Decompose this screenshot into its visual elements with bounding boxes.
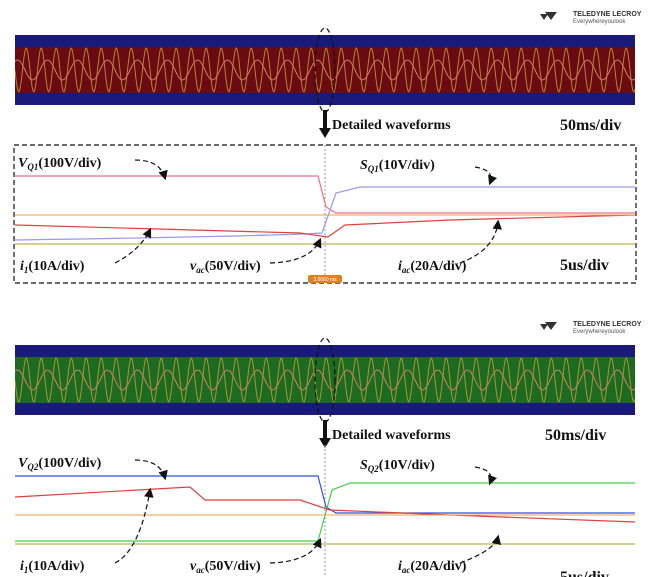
label-arrow [135, 160, 165, 178]
label-scale: (100V/div) [38, 456, 101, 471]
label-scale: (10A/div) [28, 559, 84, 574]
logo-brand: TELEDYNE LECROY [573, 11, 642, 18]
label-symbol: S [360, 458, 368, 473]
label-sub: ac [196, 265, 205, 275]
label-sub: ac [402, 565, 411, 575]
label-scale: (50V/div) [205, 559, 261, 574]
time-tag-text: 3.0660 ms [313, 277, 337, 283]
label-arrow [475, 167, 491, 183]
figure: TELEDYNE LECROYEverywhereyoulookDetailed… [0, 0, 654, 577]
logo-tagline: Everywhereyoulook [573, 19, 626, 25]
label-scale: (10A/div) [28, 259, 84, 274]
signal-label: i1(10A/div) [20, 259, 85, 275]
label-scale: (20A/div) [410, 259, 466, 274]
label-scale: (10V/div) [379, 458, 435, 473]
label-arrow [115, 490, 150, 563]
label-sub: Q1 [27, 162, 38, 172]
arrow-label: Detailed waveforms [332, 118, 451, 133]
signal-label: VQ2(100V/div) [18, 456, 102, 472]
signal-label: SQ1(10V/div) [360, 158, 435, 174]
label-sub: Q2 [27, 462, 38, 472]
logo-brand: TELEDYNE LECROY [573, 321, 642, 328]
overview-scale: 50ms/div [545, 427, 606, 444]
arrow [319, 110, 331, 138]
signal-label: iac(20A/div) [398, 259, 467, 275]
signal-label: vac(50V/div) [190, 259, 261, 275]
label-arrow [460, 222, 498, 263]
label-arrow [475, 467, 491, 483]
label-sub: ac [196, 565, 205, 575]
signal-label: iac(20A/div) [398, 559, 467, 575]
detail-scale: 5us/div [560, 569, 609, 577]
label-scale: (50V/div) [205, 259, 261, 274]
logo-tagline: Everywhereyoulook [573, 329, 626, 335]
signal-label: i1(10A/div) [20, 559, 85, 575]
label-sub: ac [402, 265, 411, 275]
label-scale: (10V/div) [379, 158, 435, 173]
label-symbol: S [360, 158, 368, 173]
arrow [319, 420, 331, 448]
label-scale: (20A/div) [410, 559, 466, 574]
label-arrow [270, 240, 320, 263]
overview-scale: 50ms/div [560, 117, 621, 134]
logo-icon [540, 12, 557, 20]
label-sub: Q1 [368, 164, 379, 174]
label-arrow [115, 230, 150, 263]
panels: TELEDYNE LECROYEverywhereyoulookDetailed… [14, 11, 642, 577]
label-arrow [270, 540, 320, 563]
logo-icon [540, 322, 557, 330]
signal-label: SQ2(10V/div) [360, 458, 435, 474]
signal-label: vac(50V/div) [190, 559, 261, 575]
label-scale: (100V/div) [38, 156, 101, 171]
label-sub: Q2 [368, 464, 379, 474]
arrow-label: Detailed waveforms [332, 428, 451, 443]
label-arrow [135, 460, 165, 478]
signal-label: VQ1(100V/div) [18, 156, 102, 172]
detail-scale: 5us/div [560, 257, 609, 274]
